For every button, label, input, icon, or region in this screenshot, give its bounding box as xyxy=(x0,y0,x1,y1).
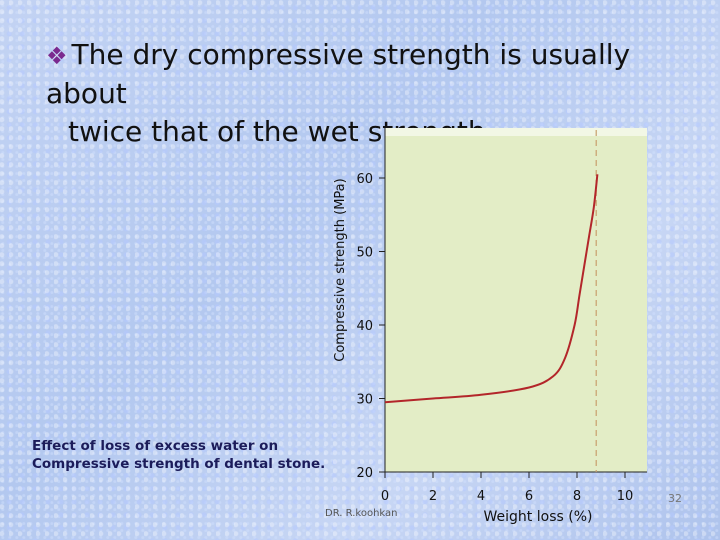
caption-line-2: Compressive strength of dental stone. xyxy=(32,456,326,472)
caption-line-1: Effect of loss of excess water on xyxy=(32,438,279,454)
page-number: 32 xyxy=(668,492,682,505)
x-tick-label: 0 xyxy=(381,489,389,504)
title-line-1: The dry compressive strength is usually … xyxy=(46,38,631,110)
x-tick-label: 2 xyxy=(429,489,437,504)
x-tick-label: 6 xyxy=(525,489,533,504)
figure-caption: Effect of loss of excess water on Compre… xyxy=(32,437,332,473)
plot-area xyxy=(385,128,647,472)
x-tick-label: 10 xyxy=(617,489,634,504)
y-axis-label: Compressive strength (MPa) xyxy=(333,178,348,361)
x-axis-label: Weight loss (%) xyxy=(484,509,593,525)
strength-curve xyxy=(384,174,599,404)
author-credit: DR. R.koohkan xyxy=(325,508,398,519)
y-tick-label: 60 xyxy=(356,172,373,187)
y-tick-label: 40 xyxy=(356,319,373,334)
y-tick-label: 30 xyxy=(356,393,373,408)
x-tick-label: 4 xyxy=(477,489,485,504)
x-tick-label: 8 xyxy=(573,489,581,504)
plot-top-band xyxy=(385,128,647,136)
y-tick-label: 20 xyxy=(356,466,373,481)
diamond-bullet-icon: ❖ xyxy=(46,42,68,70)
y-tick-label: 50 xyxy=(356,246,373,261)
